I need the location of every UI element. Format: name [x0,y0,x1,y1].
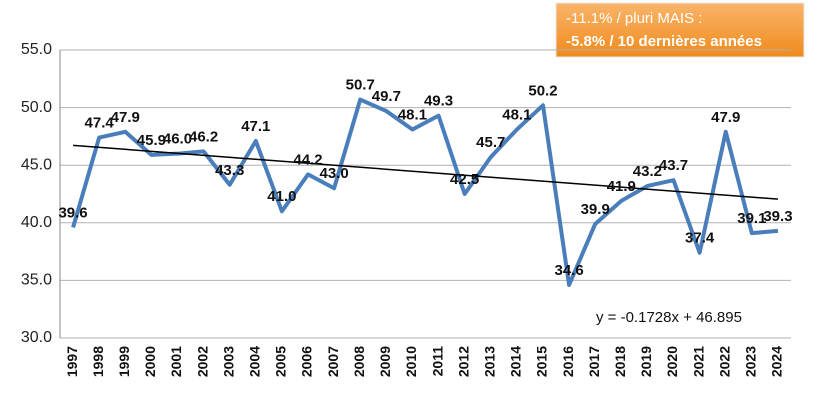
y-tick-label: 30.0 [21,329,52,346]
data-label: 43.7 [659,157,688,174]
x-tick-label: 2022 [716,346,732,377]
x-tick-label: 2013 [481,346,497,377]
annotation: -5.8% / 10 dernières années [566,33,762,50]
x-tick-label: 2018 [612,346,628,377]
x-tick-label: 2001 [168,346,184,377]
x-tick-label: 2020 [664,346,680,377]
y-tick-label: 55.0 [21,41,52,58]
data-label: 37.4 [685,230,715,247]
x-tick-label: 2006 [299,346,315,377]
trendline-label: y = -0.1728x + 46.895 [596,309,742,326]
x-tick-label: 2004 [247,346,263,377]
data-label: 43.2 [633,163,662,180]
annotation: -11.1% / pluri MAIS : [566,10,702,27]
data-label: 47.9 [111,109,140,126]
data-label: 47.1 [241,118,270,135]
y-tick-label: 40.0 [21,214,52,231]
data-label: 50.2 [528,82,557,99]
data-label: 39.1 [737,210,766,227]
data-label: 43.3 [215,162,244,179]
y-tick-label: 45.0 [21,156,52,173]
data-label: 49.7 [372,88,401,105]
data-line [71,97,779,288]
x-tick-label: 2002 [194,346,210,377]
data-label: 41.9 [607,178,636,195]
y-tick-label: 35.0 [21,272,52,289]
x-tick-label: 2007 [325,346,341,377]
data-label: 39.6 [58,204,87,221]
y-tick-label: 50.0 [21,99,52,116]
trendline [72,144,779,200]
x-tick-label: 2015 [534,346,550,377]
data-label: 48.1 [502,106,531,123]
x-tick-label: 2012 [455,346,471,377]
x-tick-label: 2019 [638,346,654,377]
annotation-box [555,2,805,58]
data-label: 47.4 [85,115,115,132]
x-tick-label: 2009 [377,346,393,377]
x-tick-label: 1997 [64,346,80,377]
data-label: 43.0 [320,165,349,182]
data-label: 46.2 [189,128,218,145]
data-label: 49.3 [424,93,453,110]
x-tick-label: 2016 [560,346,576,377]
data-label: 46.0 [163,131,192,148]
data-label: 47.9 [711,109,740,126]
data-label: 45.9 [137,132,166,149]
x-tick-label: 1998 [90,346,106,377]
x-tick-label: 2023 [743,346,759,377]
data-label: 39.9 [581,201,610,218]
data-label: 34.6 [554,262,583,279]
data-label: 50.7 [346,77,375,94]
x-tick-label: 2008 [351,346,367,377]
x-tick-label: 2024 [769,346,785,377]
x-tick-label: 2014 [508,346,524,377]
x-tick-label: 2003 [220,346,236,377]
data-label: 48.1 [398,106,427,123]
x-tick-label: 2021 [690,346,706,377]
data-label: 42.5 [450,171,479,188]
x-tick-label: 1999 [116,346,132,377]
x-tick-label: 2017 [586,346,602,377]
data-label: 39.3 [763,208,792,225]
data-label: 41.0 [267,188,296,205]
data-label: 45.7 [476,134,505,151]
x-tick-label: 2011 [429,346,445,377]
x-tick-label: 2000 [142,346,158,377]
x-tick-label: 2010 [403,346,419,377]
data-label: 44.2 [293,151,322,168]
x-tick-label: 2005 [273,346,289,377]
